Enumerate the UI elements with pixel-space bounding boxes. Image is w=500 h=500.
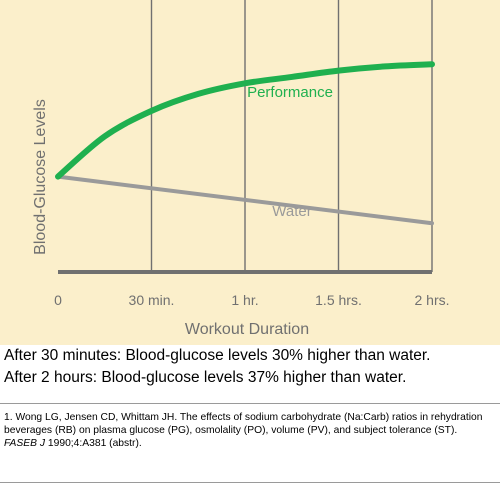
footnote-journal: FASEB J xyxy=(4,438,46,449)
x-tick-label: 1 hr. xyxy=(231,292,258,308)
series-label-water: Water xyxy=(272,203,311,220)
footnote-citation: 1990;4:A381 (abstr). xyxy=(47,438,142,449)
footnote-text: 1. Wong LG, Jensen CD, Whittam JH. The e… xyxy=(4,412,483,436)
summary-30-minutes: After 30 minutes: Blood-glucose levels 3… xyxy=(4,347,431,364)
water-line xyxy=(56,174,434,226)
x-tick-label: 2 hrs. xyxy=(414,292,449,308)
footnote: 1. Wong LG, Jensen CD, Whittam JH. The e… xyxy=(4,411,492,450)
series-label-performance: Performance xyxy=(247,84,333,101)
divider-bottom xyxy=(0,482,500,483)
chart-background xyxy=(0,0,500,345)
grid-lines xyxy=(150,0,433,272)
summary-2-hours: After 2 hours: Blood-glucose levels 37% … xyxy=(4,369,407,386)
divider-top xyxy=(0,403,500,404)
blood-glucose-chart: Blood-Glucose Levels 0 30 min. 1 hr. 1.5 hr… xyxy=(0,0,500,345)
x-tick-label: 1.5 hrs. xyxy=(315,292,362,308)
x-axis-label: Workout Duration xyxy=(185,321,309,338)
performance-line xyxy=(55,61,435,180)
x-tick-labels: 0 30 min. 1 hr. 1.5 hrs. 2 hrs. xyxy=(54,292,449,308)
x-tick-label: 0 xyxy=(54,292,62,308)
y-axis-label: Blood-Glucose Levels xyxy=(32,99,49,255)
series-lines xyxy=(55,61,435,226)
x-tick-label: 30 min. xyxy=(129,292,175,308)
